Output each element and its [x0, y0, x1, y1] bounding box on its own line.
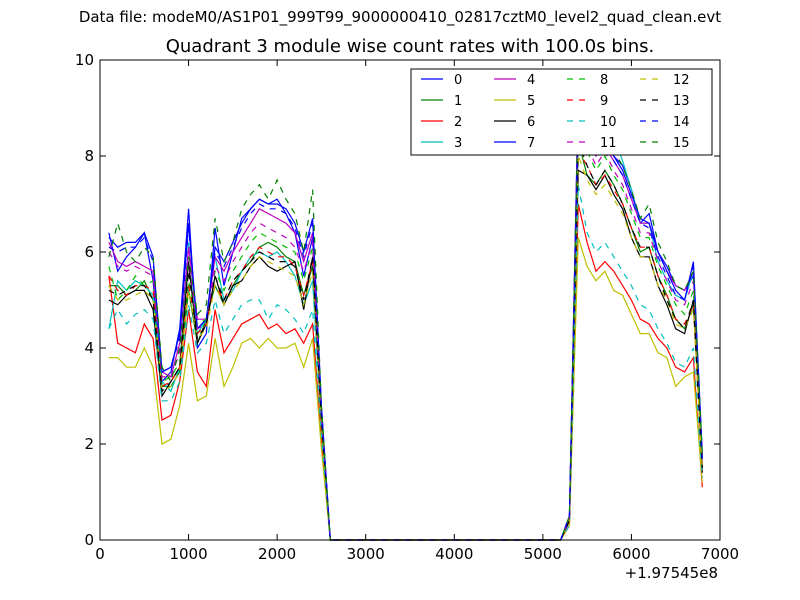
x-tick-label: 2000	[258, 545, 296, 563]
chart-title: Quadrant 3 module wise count rates with …	[165, 36, 655, 57]
series-line-10	[108, 184, 703, 541]
x-tick-label: 5000	[524, 545, 562, 563]
legend-label-11: 11	[600, 136, 617, 151]
series-line-15	[108, 98, 703, 541]
legend-label-14: 14	[673, 115, 690, 130]
y-tick-label: 4	[84, 339, 94, 357]
series-line-5	[108, 237, 703, 541]
legend-label-5: 5	[527, 94, 535, 109]
legend-label-1: 1	[454, 94, 462, 109]
y-tick-label: 2	[84, 435, 94, 453]
y-tick-label: 10	[75, 51, 94, 69]
legend-label-6: 6	[527, 115, 535, 130]
series-layer	[108, 88, 703, 541]
series-line-9	[108, 149, 703, 541]
legend-label-9: 9	[600, 94, 608, 109]
legend-label-3: 3	[454, 136, 462, 151]
plot-frame	[99, 59, 721, 541]
series-line-13	[108, 141, 703, 541]
y-tick-label: 8	[84, 147, 94, 165]
series-line-11	[108, 112, 703, 541]
legend-label-7: 7	[527, 136, 535, 151]
legend-label-15: 15	[673, 136, 690, 151]
legend-label-13: 13	[673, 94, 690, 109]
figure-suptitle: Data file: modeM0/AS1P01_999T99_90000004…	[78, 8, 722, 26]
legend-box	[410, 68, 713, 156]
series-line-7	[108, 107, 703, 541]
series-line-2	[108, 203, 703, 541]
y-tick-label: 0	[84, 531, 94, 549]
legend-label-4: 4	[527, 73, 535, 88]
x-tick-label: 6000	[612, 545, 650, 563]
legend-label-8: 8	[600, 73, 608, 88]
legend-label-2: 2	[454, 115, 462, 130]
legend-label-10: 10	[600, 115, 617, 130]
legend-label-12: 12	[673, 73, 690, 88]
series-line-14	[108, 112, 703, 541]
series-line-6	[108, 169, 703, 541]
x-offset-label: +1.97545e8	[625, 564, 718, 582]
y-tick-label: 6	[84, 243, 94, 261]
series-line-12	[108, 155, 703, 541]
x-tick-label: 3000	[347, 545, 385, 563]
legend-label-0: 0	[454, 73, 462, 88]
x-tick-label: 4000	[435, 545, 473, 563]
x-tick-label: 1000	[169, 545, 207, 563]
x-tick-label: 0	[95, 545, 105, 563]
x-tick-label: 7000	[701, 545, 739, 563]
